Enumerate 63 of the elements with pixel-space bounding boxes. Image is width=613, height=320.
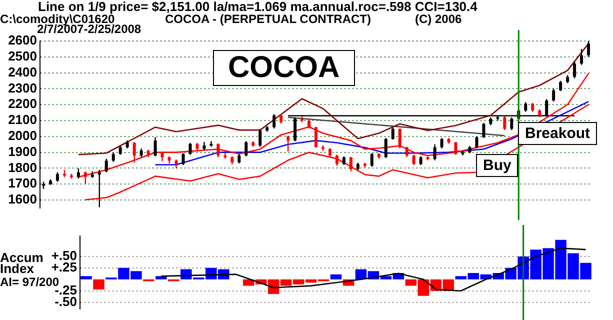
candlestick [573, 61, 576, 79]
annotation: Breakout [518, 122, 598, 145]
chart-title: Line on 1/9 price= $2,151.00 la/ma=1.069 ma.annual.roc=.598 CCI=130.4 [38, 0, 478, 14]
y-tick-label: 1600 [8, 192, 37, 207]
candlestick [56, 172, 59, 182]
candlestick [286, 135, 290, 152]
candlestick [475, 136, 478, 149]
y-tick-label: 2300 [8, 80, 37, 96]
y-tick-label: 1700 [8, 176, 37, 191]
candlestick [280, 114, 283, 124]
candlestick [461, 150, 464, 156]
candlestick [587, 40, 590, 58]
candlestick [433, 144, 436, 161]
y-tick-label: 2500 [8, 48, 37, 64]
candlestick [182, 152, 185, 166]
text: AI= 97/200 [0, 275, 60, 289]
candlestick [112, 152, 115, 162]
candlestick [384, 137, 388, 158]
candlestick [440, 137, 444, 149]
candlestick [559, 80, 562, 92]
candlestick [308, 118, 311, 130]
y-tick-label: 1800 [8, 160, 37, 175]
candlestick [244, 140, 248, 157]
candlestick [132, 141, 136, 164]
candlestick [154, 136, 157, 157]
candlestick [238, 153, 241, 164]
candlestick [349, 156, 352, 172]
y-tick-label: 2200 [8, 96, 37, 112]
candlestick [405, 146, 408, 158]
candlestick [314, 126, 318, 148]
bar [80, 276, 92, 280]
candlestick [216, 142, 220, 158]
candlestick [76, 168, 80, 180]
candlestick [370, 152, 374, 168]
y-tick-label: 2100 [8, 112, 37, 128]
candlestick [160, 150, 164, 162]
candlestick [188, 142, 192, 156]
candlestick [272, 114, 276, 130]
y-tick-label: 1900 [8, 144, 37, 159]
annotation: Buy [476, 154, 518, 177]
candlestick [552, 88, 556, 102]
candlestick [398, 128, 402, 149]
candlestick [503, 116, 506, 131]
candlestick [454, 141, 458, 156]
bar [93, 279, 104, 290]
candlestick [412, 154, 416, 166]
y-tick-label: 2400 [8, 64, 37, 80]
candlestick [482, 122, 486, 139]
candlestick [524, 102, 528, 112]
y-axis-title: Accum Index [0, 250, 44, 276]
text: (C) 2006 [415, 12, 462, 26]
annotation: COCOA [213, 50, 355, 86]
candlestick [210, 140, 213, 148]
bar [330, 274, 342, 280]
y-tick-label: 2600 [8, 32, 37, 48]
y-tick-label: -.50 [54, 294, 77, 309]
candlestick [258, 128, 262, 148]
candlestick [335, 154, 338, 166]
candlestick [104, 158, 108, 173]
candlestick [391, 127, 394, 140]
chart-subtitle: COCOA - (PERPETUAL CONTRACT) [165, 12, 371, 26]
candlestick [580, 48, 584, 66]
y-tick-label: 2000 [8, 128, 37, 144]
